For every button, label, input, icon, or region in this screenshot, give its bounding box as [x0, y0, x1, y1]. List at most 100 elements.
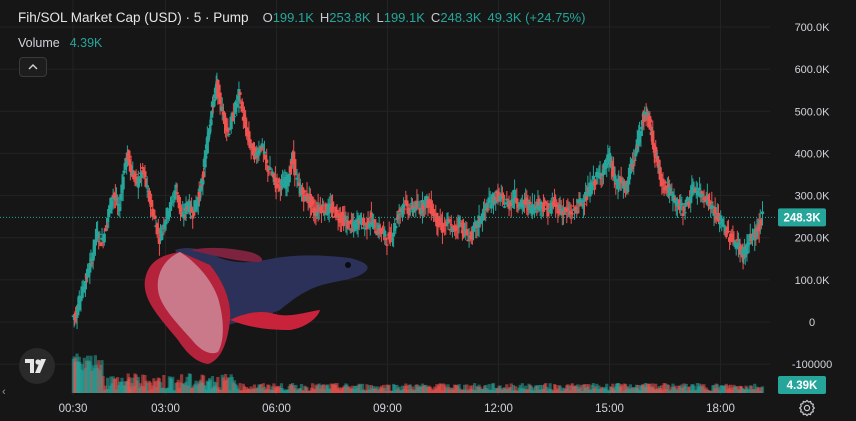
volume-bar — [113, 378, 117, 393]
candle-body — [726, 231, 731, 233]
candle-body — [459, 223, 463, 225]
candle-body — [367, 224, 371, 228]
candle-body — [237, 88, 241, 102]
candle-body — [177, 196, 181, 209]
candle-body — [694, 187, 698, 190]
candle-body — [167, 210, 171, 217]
gear-icon[interactable] — [798, 399, 816, 417]
candle-body — [328, 204, 332, 207]
price-axis[interactable]: 700.0K 600.0K 500.0K 400.0K 300.0K 200.0K 100.… — [792, 22, 832, 371]
candle-body — [224, 117, 228, 131]
candle-body — [717, 222, 722, 225]
candle-body — [253, 147, 258, 153]
volume-bar — [208, 379, 212, 393]
candle-body — [173, 190, 177, 200]
candle-body — [435, 212, 439, 227]
volume-bar — [473, 383, 477, 393]
candle-body — [368, 221, 372, 225]
candle-body — [319, 206, 324, 214]
candle-body — [750, 236, 755, 240]
candle-body — [383, 230, 387, 237]
candle-body — [198, 192, 202, 198]
volume-bar — [214, 382, 218, 393]
volume-bar — [162, 374, 166, 393]
candle-body — [544, 201, 548, 204]
candle-body — [515, 198, 519, 204]
symbol-title[interactable]: Fih/SOL Market Cap (USD) · 5 · Pump — [18, 10, 249, 25]
candle-body — [374, 231, 378, 234]
candle-body — [646, 115, 650, 117]
candle-body — [144, 179, 148, 187]
volume-bar — [505, 384, 509, 393]
last-price-tag-label: 248.3K — [783, 212, 821, 224]
candle-body — [549, 204, 553, 214]
candle-body — [200, 183, 204, 186]
candle-body — [447, 219, 451, 222]
volume-bar — [729, 384, 733, 393]
candle-body — [691, 183, 695, 187]
tradingview-logo[interactable] — [19, 348, 55, 384]
candle-body — [332, 206, 336, 208]
candle-body — [113, 194, 117, 201]
candle-body — [92, 239, 96, 255]
candle-body — [700, 191, 704, 194]
candle-body — [305, 193, 309, 202]
candle-body — [627, 167, 632, 180]
candle-body — [661, 178, 665, 186]
candle-body — [171, 201, 175, 203]
candle-body — [557, 206, 561, 214]
candle-body — [249, 145, 253, 149]
candle-body — [759, 219, 763, 226]
candle-body — [496, 191, 500, 202]
collapse-legend-button[interactable] — [19, 57, 47, 77]
candle-body — [137, 179, 142, 184]
candle-body — [454, 225, 458, 231]
candle-body — [396, 214, 400, 220]
candle-body — [644, 114, 648, 119]
candle-body — [82, 287, 86, 293]
candle-body — [714, 215, 718, 220]
candle-body — [315, 211, 319, 216]
volume-label[interactable]: Volume — [18, 36, 60, 50]
candle-body — [658, 167, 662, 180]
candle-body — [624, 181, 629, 191]
candle-body — [634, 152, 638, 157]
candle-body — [409, 203, 413, 205]
candle-body — [153, 215, 157, 219]
volume-bar — [491, 383, 496, 393]
volume-bar — [463, 384, 467, 393]
candle-body — [262, 151, 267, 154]
volume-bar — [252, 384, 257, 393]
time-axis[interactable]: 00:30 03:00 06:00 09:00 12:00 15:00 18:00 — [59, 403, 735, 415]
candle-body — [261, 149, 265, 151]
candle-body — [720, 219, 724, 223]
candle-body — [217, 85, 221, 90]
y-tick-label: 600.0K — [795, 64, 831, 76]
candle-body — [80, 286, 84, 299]
candle-body — [366, 217, 370, 227]
volume-bar — [548, 383, 552, 393]
candle-body — [578, 198, 582, 205]
candle-body — [632, 160, 636, 164]
candle-body — [499, 194, 503, 199]
candle-body — [693, 188, 697, 193]
volume-bar — [128, 377, 132, 393]
candle-body — [155, 223, 159, 235]
candle-body — [724, 230, 728, 237]
candle-body — [747, 242, 751, 245]
volume-bars — [71, 353, 765, 393]
candle-body — [128, 159, 132, 166]
chevron-left-icon[interactable]: ‹ — [2, 386, 6, 398]
volume-bar — [465, 384, 469, 393]
candle-body — [581, 205, 586, 207]
candle-body — [425, 196, 429, 199]
candle-body — [548, 203, 552, 205]
candle-body — [229, 116, 233, 130]
candle-body — [711, 205, 715, 208]
candle-body — [580, 200, 584, 203]
candle-body — [87, 273, 91, 277]
candle-body — [532, 205, 537, 211]
volume-bar — [529, 385, 533, 393]
candle-body — [486, 208, 490, 211]
